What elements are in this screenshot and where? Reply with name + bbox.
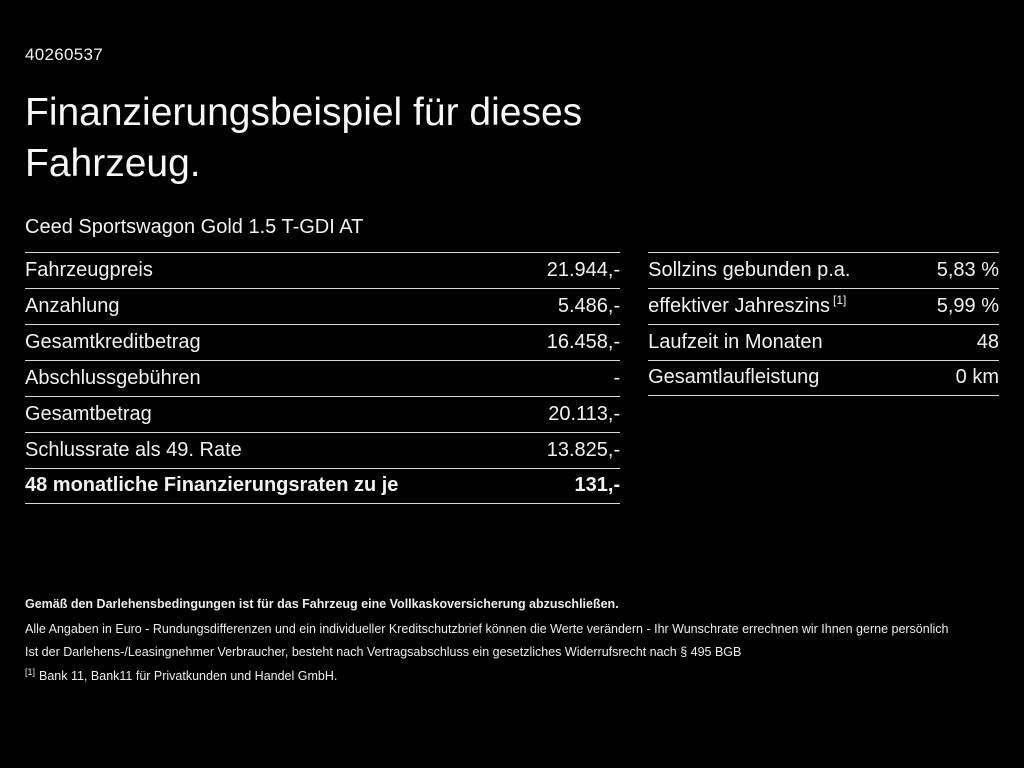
legal-footer: Gemäß den Darlehensbedingungen ist für d… [25, 597, 999, 684]
row-value: 131,- [574, 474, 621, 497]
page-title: Finanzierungsbeispiel für dieses Fahrzeug… [25, 87, 999, 190]
footnote-text: Bank 11, Bank11 für Privatkunden und Han… [39, 669, 338, 684]
row-value: 20.113,- [548, 402, 621, 425]
row-value: - [613, 366, 621, 389]
row-label: effektiver Jahreszins [1] [648, 293, 847, 318]
table-row: Sollzins gebunden p.a. 5,83 % [648, 251, 999, 288]
row-value: 5.486,- [557, 294, 621, 317]
table-row: Fahrzeugpreis 21.944,- [25, 251, 621, 288]
row-value: 5,99 % [936, 294, 999, 317]
row-label: Fahrzeugpreis [25, 258, 153, 281]
table-row: Abschlussgebühren - [25, 359, 621, 396]
row-value: 0 km [955, 366, 999, 389]
finance-table-left: Fahrzeugpreis 21.944,- Anzahlung 5.486,-… [25, 251, 621, 504]
disclaimer-line-1: Alle Angaben in Euro - Rundungsdifferenz… [25, 622, 949, 637]
row-label: Gesamtlaufleistung [648, 366, 820, 389]
table-row: Schlussrate als 49. Rate 13.825,- [25, 431, 621, 468]
vehicle-name: Ceed Sportswagon Gold 1.5 T-GDI AT [25, 215, 364, 238]
row-label: Anzahlung [25, 294, 120, 317]
row-value: 48 [976, 330, 999, 353]
row-label: Gesamtbetrag [25, 402, 152, 425]
footnote-marker: [1] [25, 667, 36, 678]
table-row: Gesamtkreditbetrag 16.458,- [25, 323, 621, 360]
finance-tables: Fahrzeugpreis 21.944,- Anzahlung 5.486,-… [25, 251, 999, 504]
row-value: 13.825,- [546, 438, 621, 461]
row-value: 5,83 % [936, 258, 999, 281]
disclaimer-line-2: Ist der Darlehens-/Leasingnehmer Verbrau… [25, 644, 742, 659]
finance-table-right: Sollzins gebunden p.a. 5,83 % effektiver… [648, 251, 999, 396]
row-label: Schlussrate als 49. Rate [25, 438, 242, 461]
table-row: effektiver Jahreszins [1] 5,99 % [648, 287, 999, 324]
insurance-requirement-note: Gemäß den Darlehensbedingungen ist für d… [25, 597, 619, 611]
row-label: Abschlussgebühren [25, 366, 201, 389]
row-label: Gesamtkreditbetrag [25, 330, 201, 353]
page-title-line2: Fahrzeug. [25, 142, 201, 186]
row-value: 21.944,- [546, 258, 621, 281]
document-id: 40260537 [25, 45, 104, 64]
row-value: 16.458,- [546, 330, 621, 353]
table-row: Gesamtbetrag 20.113,- [25, 395, 621, 432]
table-row: Gesamtlaufleistung 0 km [648, 359, 999, 396]
row-label: Laufzeit in Monaten [648, 330, 823, 353]
footnote-reference: [1] [833, 293, 847, 308]
row-label: 48 monatliche Finanzierungsraten zu je [25, 474, 399, 497]
table-row-monthly-rate: 48 monatliche Finanzierungsraten zu je 1… [25, 467, 621, 504]
row-label-text: effektiver Jahreszins [648, 294, 831, 317]
row-label: Sollzins gebunden p.a. [648, 258, 851, 281]
page-title-line1: Finanzierungsbeispiel für dieses [25, 91, 583, 134]
table-row: Anzahlung 5.486,- [25, 287, 621, 324]
footnote: [1] Bank 11, Bank11 für Privatkunden und … [25, 667, 999, 684]
table-row: Laufzeit in Monaten 48 [648, 323, 999, 360]
